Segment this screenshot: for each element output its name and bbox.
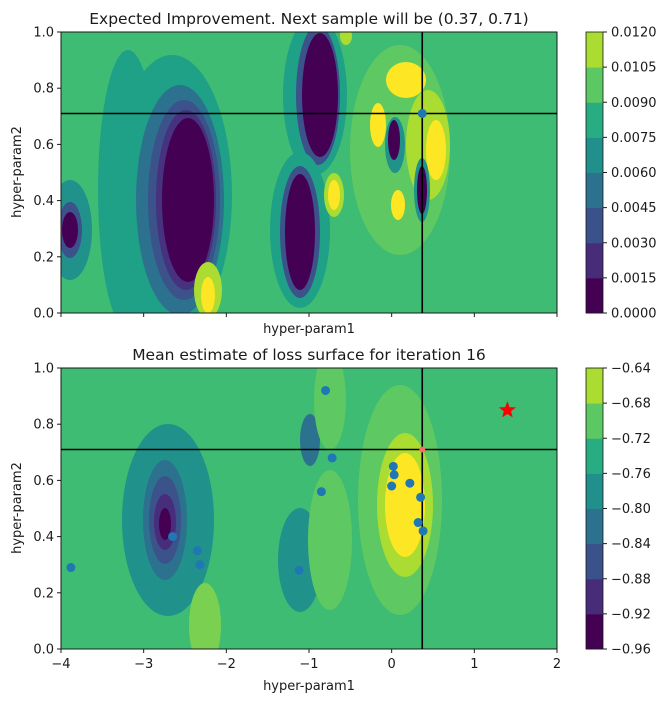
x-tick-label: 0 (388, 657, 396, 672)
colorbar-tick-label: −0.68 (611, 397, 651, 412)
y-tick-label: 1.0 (33, 26, 54, 41)
loss-x-label: hyper-param1 (263, 679, 355, 694)
sampled-point (387, 481, 397, 491)
y-tick-label: 0.2 (33, 250, 54, 265)
sampled-point (316, 487, 326, 497)
sampled-point (195, 560, 205, 570)
ei-contour (61, 32, 557, 313)
sampled-point (418, 526, 428, 536)
ei-panel: Expected Improvement. Next sample will b… (10, 10, 657, 337)
sampled-point (294, 565, 304, 575)
x-tick-label: −2 (217, 657, 236, 672)
colorbar-band (586, 473, 603, 509)
ei-crosshair (61, 32, 557, 313)
loss-title: Mean estimate of loss surface for iterat… (132, 346, 486, 364)
colorbar-band (586, 613, 603, 650)
x-tick-label: −3 (134, 657, 153, 672)
colorbar-band (586, 368, 603, 404)
colorbar-tick-label: 0.0030 (611, 236, 657, 251)
loss-colorbar: −0.96 −0.92 −0.88 −0.84 −0.80 −0.76 −0.72 −0.68… (585, 362, 651, 658)
colorbar-tick-label: 0.0075 (611, 131, 657, 146)
x-tick-label: 2 (553, 657, 561, 672)
sampled-point (416, 492, 426, 502)
next-sample-point (417, 108, 427, 118)
ei-x-axis (60, 313, 558, 317)
colorbar-tick-label: 0.0060 (611, 166, 657, 181)
loss-panel: Mean estimate of loss surface for iterat… (10, 346, 651, 694)
y-tick-label: 0.8 (33, 82, 54, 97)
colorbar-band (586, 438, 603, 474)
x-tick-label: −1 (299, 657, 318, 672)
sampled-point (321, 385, 331, 395)
ei-colorbar: 0.0000 0.0015 0.0030 0.0045 0.0060 0.0075 0.00… (585, 26, 657, 322)
y-tick-label: 0.4 (33, 530, 54, 545)
x-tick-label: 1 (470, 657, 478, 672)
colorbar-tick-label: −0.76 (611, 467, 651, 482)
colorbar-band (586, 277, 603, 314)
colorbar-band (586, 242, 603, 279)
colorbar-band (586, 102, 603, 138)
ei-y-axis: 0.0 0.2 0.4 0.6 0.8 1.0 (33, 26, 61, 322)
sampled-point (66, 563, 76, 573)
y-tick-label: 0.8 (33, 418, 54, 433)
colorbar-tick-label: −0.88 (611, 572, 651, 587)
y-tick-label: 0.4 (33, 194, 54, 209)
loss-sampled-points (66, 385, 516, 575)
loss-x-axis: −4 −3 −2 −1 0 1 2 (51, 649, 561, 672)
sampled-point (413, 518, 423, 528)
sampled-point (389, 470, 399, 480)
colorbar-tick-label: −0.84 (611, 537, 651, 552)
ei-x-label: hyper-param1 (263, 322, 355, 337)
colorbar-tick-label: 0.0120 (611, 26, 657, 41)
ei-y-label: hyper-param2 (10, 126, 25, 218)
colorbar-tick-label: 0.0105 (611, 61, 657, 76)
y-tick-label: 0.0 (33, 307, 54, 322)
colorbar-tick-label: 0.0015 (611, 271, 657, 286)
sampled-point (327, 453, 337, 463)
sampled-point (388, 461, 398, 471)
colorbar-band (586, 172, 603, 209)
best-point-star (498, 401, 516, 418)
colorbar-tick-label: −0.80 (611, 502, 651, 517)
colorbar-band (586, 32, 603, 68)
colorbar-tick-label: −0.72 (611, 432, 651, 447)
sampled-point (405, 478, 415, 488)
loss-contour (61, 368, 557, 649)
colorbar-band (586, 67, 603, 103)
loss-y-axis: 0.0 0.2 0.4 0.6 0.8 1.0 (33, 362, 61, 658)
x-tick-label: −4 (51, 657, 70, 672)
sampled-point (168, 532, 178, 542)
colorbar-band (586, 508, 603, 545)
colorbar-tick-label: −0.64 (611, 362, 651, 377)
loss-crosshair (61, 368, 557, 649)
y-tick-label: 0.0 (33, 643, 54, 658)
ei-title: Expected Improvement. Next sample will b… (89, 10, 528, 28)
y-tick-label: 1.0 (33, 362, 54, 377)
colorbar-tick-label: −0.92 (611, 607, 651, 622)
y-tick-label: 0.2 (33, 586, 54, 601)
colorbar-tick-label: 0.0000 (611, 307, 657, 322)
colorbar-band (586, 137, 603, 173)
y-tick-label: 0.6 (33, 138, 54, 153)
colorbar-tick-label: 0.0090 (611, 96, 657, 111)
colorbar-band (586, 207, 603, 244)
y-tick-label: 0.6 (33, 474, 54, 489)
next-sample-point (419, 446, 426, 453)
colorbar-tick-label: −0.96 (611, 643, 651, 658)
loss-y-label: hyper-param2 (10, 462, 25, 554)
colorbar-band (586, 578, 603, 615)
colorbar-band (586, 543, 603, 580)
colorbar-tick-label: 0.0045 (611, 201, 657, 216)
colorbar-band (586, 403, 603, 439)
sampled-point (192, 546, 202, 556)
